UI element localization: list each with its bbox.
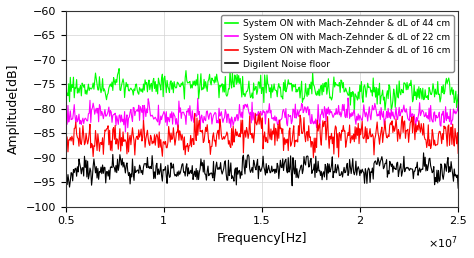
System ON with Mach-Zehnder & dL of 16 cm — [63, 124, 68, 127]
System ON with Mach-Zehnder & dL of 22 cm — [276, 118, 282, 122]
System ON with Mach-Zehnder & dL of 16 cm — [310, 156, 316, 159]
Y-axis label: Amplitude[dB]: Amplitude[dB] — [7, 63, 20, 154]
System ON with Mach-Zehnder & dL of 44 cm — [352, 112, 357, 115]
System ON with Mach-Zehnder & dL of 16 cm — [386, 135, 392, 138]
Text: $\times10^7$: $\times10^7$ — [428, 234, 458, 251]
System ON with Mach-Zehnder & dL of 44 cm — [447, 93, 453, 96]
System ON with Mach-Zehnder & dL of 44 cm — [63, 79, 68, 83]
System ON with Mach-Zehnder & dL of 16 cm — [252, 112, 258, 115]
Digilent Noise floor — [249, 166, 255, 169]
System ON with Mach-Zehnder & dL of 44 cm — [386, 83, 392, 86]
X-axis label: Frequency[Hz]: Frequency[Hz] — [217, 232, 307, 245]
Digilent Noise floor — [456, 187, 461, 190]
Line: System ON with Mach-Zehnder & dL of 16 cm: System ON with Mach-Zehnder & dL of 16 c… — [65, 113, 458, 158]
Digilent Noise floor — [384, 176, 390, 179]
System ON with Mach-Zehnder & dL of 22 cm — [456, 103, 461, 106]
System ON with Mach-Zehnder & dL of 44 cm — [297, 96, 303, 100]
Digilent Noise floor — [296, 170, 302, 173]
System ON with Mach-Zehnder & dL of 22 cm — [250, 119, 255, 122]
System ON with Mach-Zehnder & dL of 16 cm — [297, 114, 303, 117]
System ON with Mach-Zehnder & dL of 16 cm — [252, 132, 257, 135]
System ON with Mach-Zehnder & dL of 44 cm — [276, 82, 282, 85]
Digilent Noise floor — [421, 151, 427, 155]
Digilent Noise floor — [63, 176, 68, 180]
System ON with Mach-Zehnder & dL of 22 cm — [123, 131, 128, 134]
System ON with Mach-Zehnder & dL of 44 cm — [250, 97, 255, 100]
System ON with Mach-Zehnder & dL of 16 cm — [249, 137, 255, 140]
Line: System ON with Mach-Zehnder & dL of 44 cm: System ON with Mach-Zehnder & dL of 44 c… — [65, 69, 458, 113]
Digilent Noise floor — [275, 165, 281, 168]
System ON with Mach-Zehnder & dL of 44 cm — [116, 67, 122, 70]
Digilent Noise floor — [447, 165, 452, 168]
System ON with Mach-Zehnder & dL of 22 cm — [252, 122, 258, 125]
Legend: System ON with Mach-Zehnder & dL of 44 cm, System ON with Mach-Zehnder & dL of 2: System ON with Mach-Zehnder & dL of 44 c… — [221, 15, 454, 72]
System ON with Mach-Zehnder & dL of 22 cm — [63, 115, 68, 118]
System ON with Mach-Zehnder & dL of 22 cm — [297, 108, 303, 111]
System ON with Mach-Zehnder & dL of 22 cm — [447, 108, 453, 111]
System ON with Mach-Zehnder & dL of 16 cm — [456, 152, 461, 155]
System ON with Mach-Zehnder & dL of 16 cm — [276, 137, 282, 140]
Line: Digilent Noise floor: Digilent Noise floor — [65, 153, 458, 188]
System ON with Mach-Zehnder & dL of 22 cm — [345, 96, 351, 100]
System ON with Mach-Zehnder & dL of 16 cm — [447, 133, 453, 136]
Line: System ON with Mach-Zehnder & dL of 22 cm: System ON with Mach-Zehnder & dL of 22 c… — [65, 98, 458, 132]
System ON with Mach-Zehnder & dL of 22 cm — [386, 116, 392, 119]
System ON with Mach-Zehnder & dL of 44 cm — [456, 93, 461, 96]
System ON with Mach-Zehnder & dL of 44 cm — [252, 87, 258, 90]
Digilent Noise floor — [252, 162, 257, 165]
